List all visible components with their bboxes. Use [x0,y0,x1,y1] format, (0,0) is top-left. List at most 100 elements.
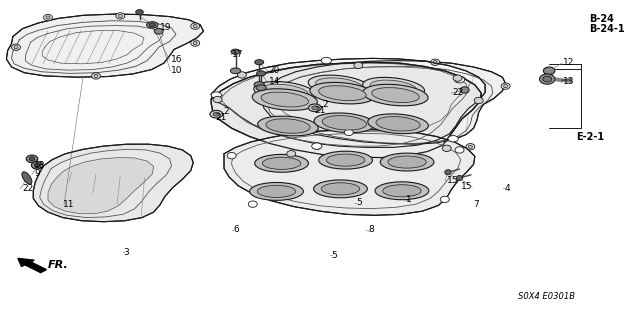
Text: 14: 14 [269,77,280,86]
Ellipse shape [431,59,440,65]
Text: 21: 21 [215,113,227,122]
Ellipse shape [258,116,318,136]
Text: S0X4 E0301B: S0X4 E0301B [518,292,575,301]
Ellipse shape [383,185,421,197]
Text: 22: 22 [22,184,34,193]
Text: 5: 5 [332,251,337,260]
Ellipse shape [388,156,426,168]
Ellipse shape [474,97,483,104]
Ellipse shape [255,60,264,65]
Ellipse shape [191,40,200,46]
Text: 2: 2 [223,107,229,116]
Ellipse shape [326,154,365,166]
Polygon shape [211,58,485,147]
Ellipse shape [312,143,322,149]
Text: 16: 16 [171,55,182,63]
Ellipse shape [26,155,38,163]
Ellipse shape [213,112,220,116]
Text: 2: 2 [323,100,328,109]
Ellipse shape [136,10,143,15]
Ellipse shape [460,87,469,93]
Text: 18: 18 [34,161,45,170]
Ellipse shape [46,16,50,19]
Ellipse shape [314,180,367,198]
Ellipse shape [321,183,360,195]
Ellipse shape [363,84,428,106]
Ellipse shape [266,93,269,96]
Ellipse shape [254,82,264,87]
Ellipse shape [501,83,510,89]
Text: B-24-1: B-24-1 [589,24,625,34]
Text: 13: 13 [563,77,575,86]
Ellipse shape [250,182,303,200]
Ellipse shape [22,172,32,184]
Ellipse shape [31,161,43,169]
Polygon shape [33,144,193,222]
Ellipse shape [266,119,310,133]
Ellipse shape [287,151,296,157]
Text: 8: 8 [368,225,374,234]
Ellipse shape [370,80,417,95]
Ellipse shape [319,86,366,100]
Ellipse shape [254,82,316,102]
Ellipse shape [312,106,318,110]
Ellipse shape [237,72,246,78]
Ellipse shape [504,85,508,88]
Ellipse shape [375,182,429,200]
Ellipse shape [440,196,449,203]
Ellipse shape [456,175,463,181]
Ellipse shape [380,153,434,171]
Ellipse shape [466,144,475,150]
Ellipse shape [149,23,156,27]
Ellipse shape [454,77,465,83]
Text: 7: 7 [474,200,479,209]
Text: 11: 11 [63,200,74,209]
Ellipse shape [118,14,122,18]
Ellipse shape [92,73,100,79]
Ellipse shape [257,185,296,197]
Text: FR.: FR. [48,260,68,271]
Ellipse shape [468,145,472,148]
Ellipse shape [344,129,353,136]
Ellipse shape [321,57,332,64]
Ellipse shape [453,75,462,81]
Ellipse shape [442,145,451,152]
Ellipse shape [448,136,458,142]
Ellipse shape [433,61,437,64]
Ellipse shape [310,82,375,104]
Ellipse shape [261,92,308,107]
Text: E-2-1: E-2-1 [576,132,604,142]
Ellipse shape [319,151,372,169]
Text: 19: 19 [160,23,172,32]
Ellipse shape [193,41,197,45]
Ellipse shape [543,76,552,82]
Ellipse shape [154,28,163,34]
Ellipse shape [262,157,301,169]
Text: B-24: B-24 [589,13,614,24]
Ellipse shape [211,92,221,98]
Ellipse shape [308,104,321,112]
Ellipse shape [252,89,317,110]
Ellipse shape [210,110,223,118]
Text: 5: 5 [356,198,362,207]
Ellipse shape [314,113,374,133]
Ellipse shape [376,116,420,131]
FancyArrow shape [18,258,47,273]
Ellipse shape [213,96,222,103]
Text: 10: 10 [171,66,182,75]
Ellipse shape [322,115,367,130]
Ellipse shape [227,152,236,159]
Ellipse shape [29,157,35,161]
Ellipse shape [315,145,319,148]
Text: 12: 12 [563,58,575,67]
Ellipse shape [230,68,241,74]
Ellipse shape [94,74,98,78]
Ellipse shape [257,71,266,76]
Ellipse shape [193,25,197,28]
Ellipse shape [255,154,308,172]
Text: 3: 3 [124,248,129,256]
Polygon shape [211,62,481,158]
Ellipse shape [445,170,451,175]
Text: 20: 20 [269,66,280,75]
Text: 9: 9 [34,169,40,178]
